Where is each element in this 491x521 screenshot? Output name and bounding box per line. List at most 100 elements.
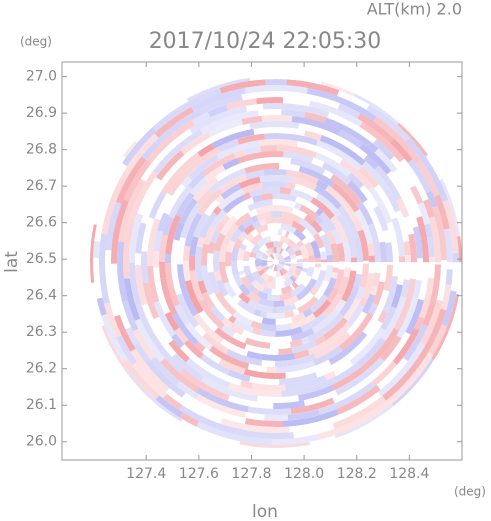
- field-cell: [148, 191, 166, 219]
- field-cell: [291, 220, 306, 233]
- y-tick-label: 26.9: [26, 105, 57, 121]
- field-cell: [200, 110, 259, 135]
- field-cell: [279, 261, 286, 262]
- field-cell: [276, 91, 319, 103]
- field-cell: [273, 335, 293, 344]
- field-cell: [256, 97, 284, 105]
- field-cell: [116, 335, 138, 366]
- field-cell: [405, 137, 449, 202]
- field-cell: [297, 296, 319, 314]
- field-cell: [271, 433, 320, 446]
- field-cell: [237, 263, 245, 272]
- field-cell: [200, 354, 231, 376]
- field-cell: [195, 246, 203, 256]
- field-cell: [248, 208, 258, 218]
- field-cell: [368, 223, 381, 258]
- field-cell: [247, 406, 292, 415]
- field-cell: [229, 323, 244, 336]
- field-cell: [188, 154, 220, 181]
- field-cell: [265, 268, 273, 276]
- field-cell: [304, 111, 327, 124]
- field-cell: [240, 275, 252, 289]
- field-cell: [290, 313, 317, 330]
- field-cell: [154, 192, 173, 221]
- field-cell: [273, 241, 280, 248]
- field-cell: [294, 183, 319, 199]
- field-cell: [239, 441, 311, 448]
- field-cell: [271, 253, 275, 260]
- field-cell: [243, 368, 286, 379]
- field-cell: [233, 273, 244, 287]
- field-cell: [194, 324, 207, 337]
- field-cell: [372, 281, 386, 306]
- field-cell: [292, 176, 318, 191]
- field-cell: [396, 197, 410, 218]
- field-cell: [113, 162, 128, 181]
- field-cell: [180, 131, 211, 155]
- field-cell: [290, 258, 297, 262]
- field-cell: [185, 280, 204, 314]
- field-cell: [153, 300, 176, 337]
- field-cell: [283, 277, 294, 288]
- field-cell: [212, 250, 220, 273]
- field-cell: [134, 124, 153, 143]
- field-cell: [371, 361, 398, 387]
- field-cell: [203, 226, 216, 246]
- field-cell: [179, 368, 230, 401]
- field-cell: [247, 284, 257, 294]
- chart-title: 2017/10/24 22:05:30: [149, 29, 382, 54]
- y-tick-label: 26.1: [26, 397, 57, 413]
- field-cell: [346, 303, 365, 327]
- field-cell: [326, 392, 382, 425]
- field-cell: [200, 94, 243, 114]
- field-cell: [171, 265, 182, 296]
- field-cell: [231, 268, 239, 276]
- field-cell: [301, 237, 310, 245]
- field-cell: [279, 269, 284, 276]
- field-cell: [412, 226, 423, 259]
- field-cell: [244, 418, 283, 428]
- field-cell: [219, 261, 229, 284]
- field-cell: [230, 228, 243, 243]
- field-cell: [194, 254, 204, 282]
- field-cell: [396, 296, 419, 339]
- field-cell: [215, 221, 225, 233]
- field-cell: [272, 253, 276, 260]
- field-cell: [130, 348, 170, 393]
- field-cell: [368, 303, 379, 316]
- field-cell: [273, 400, 305, 410]
- field-cell: [285, 370, 300, 379]
- field-cell: [164, 311, 180, 332]
- field-cell: [276, 264, 281, 271]
- field-cell: [251, 215, 259, 223]
- field-cell: [428, 216, 442, 263]
- field-cell: [132, 361, 167, 399]
- field-cell: [198, 310, 219, 332]
- field-cell: [403, 241, 411, 256]
- field-cell: [279, 241, 284, 248]
- field-cell: [241, 115, 263, 125]
- field-cell: [431, 293, 460, 361]
- field-cell: [325, 230, 337, 245]
- field-cell: [436, 277, 447, 301]
- field-cell: [288, 249, 296, 257]
- field-cell: [319, 135, 366, 166]
- field-cell: [276, 323, 292, 331]
- field-cell: [251, 279, 258, 286]
- field-cell: [196, 189, 213, 208]
- field-cell: [397, 122, 429, 157]
- field-cell: [302, 262, 309, 269]
- field-cell: [323, 285, 334, 298]
- field-cell: [359, 297, 368, 307]
- field-cell: [416, 216, 430, 263]
- field-cell: [173, 221, 185, 241]
- field-cell: [169, 142, 205, 174]
- field-cell: [337, 103, 361, 119]
- field-cell: [192, 212, 210, 238]
- field-cell: [187, 77, 251, 102]
- field-cell: [457, 236, 463, 263]
- field-cell: [215, 194, 225, 204]
- y-tick-label: 26.4: [26, 288, 57, 304]
- field-cell: [244, 163, 280, 174]
- field-cell: [290, 188, 314, 203]
